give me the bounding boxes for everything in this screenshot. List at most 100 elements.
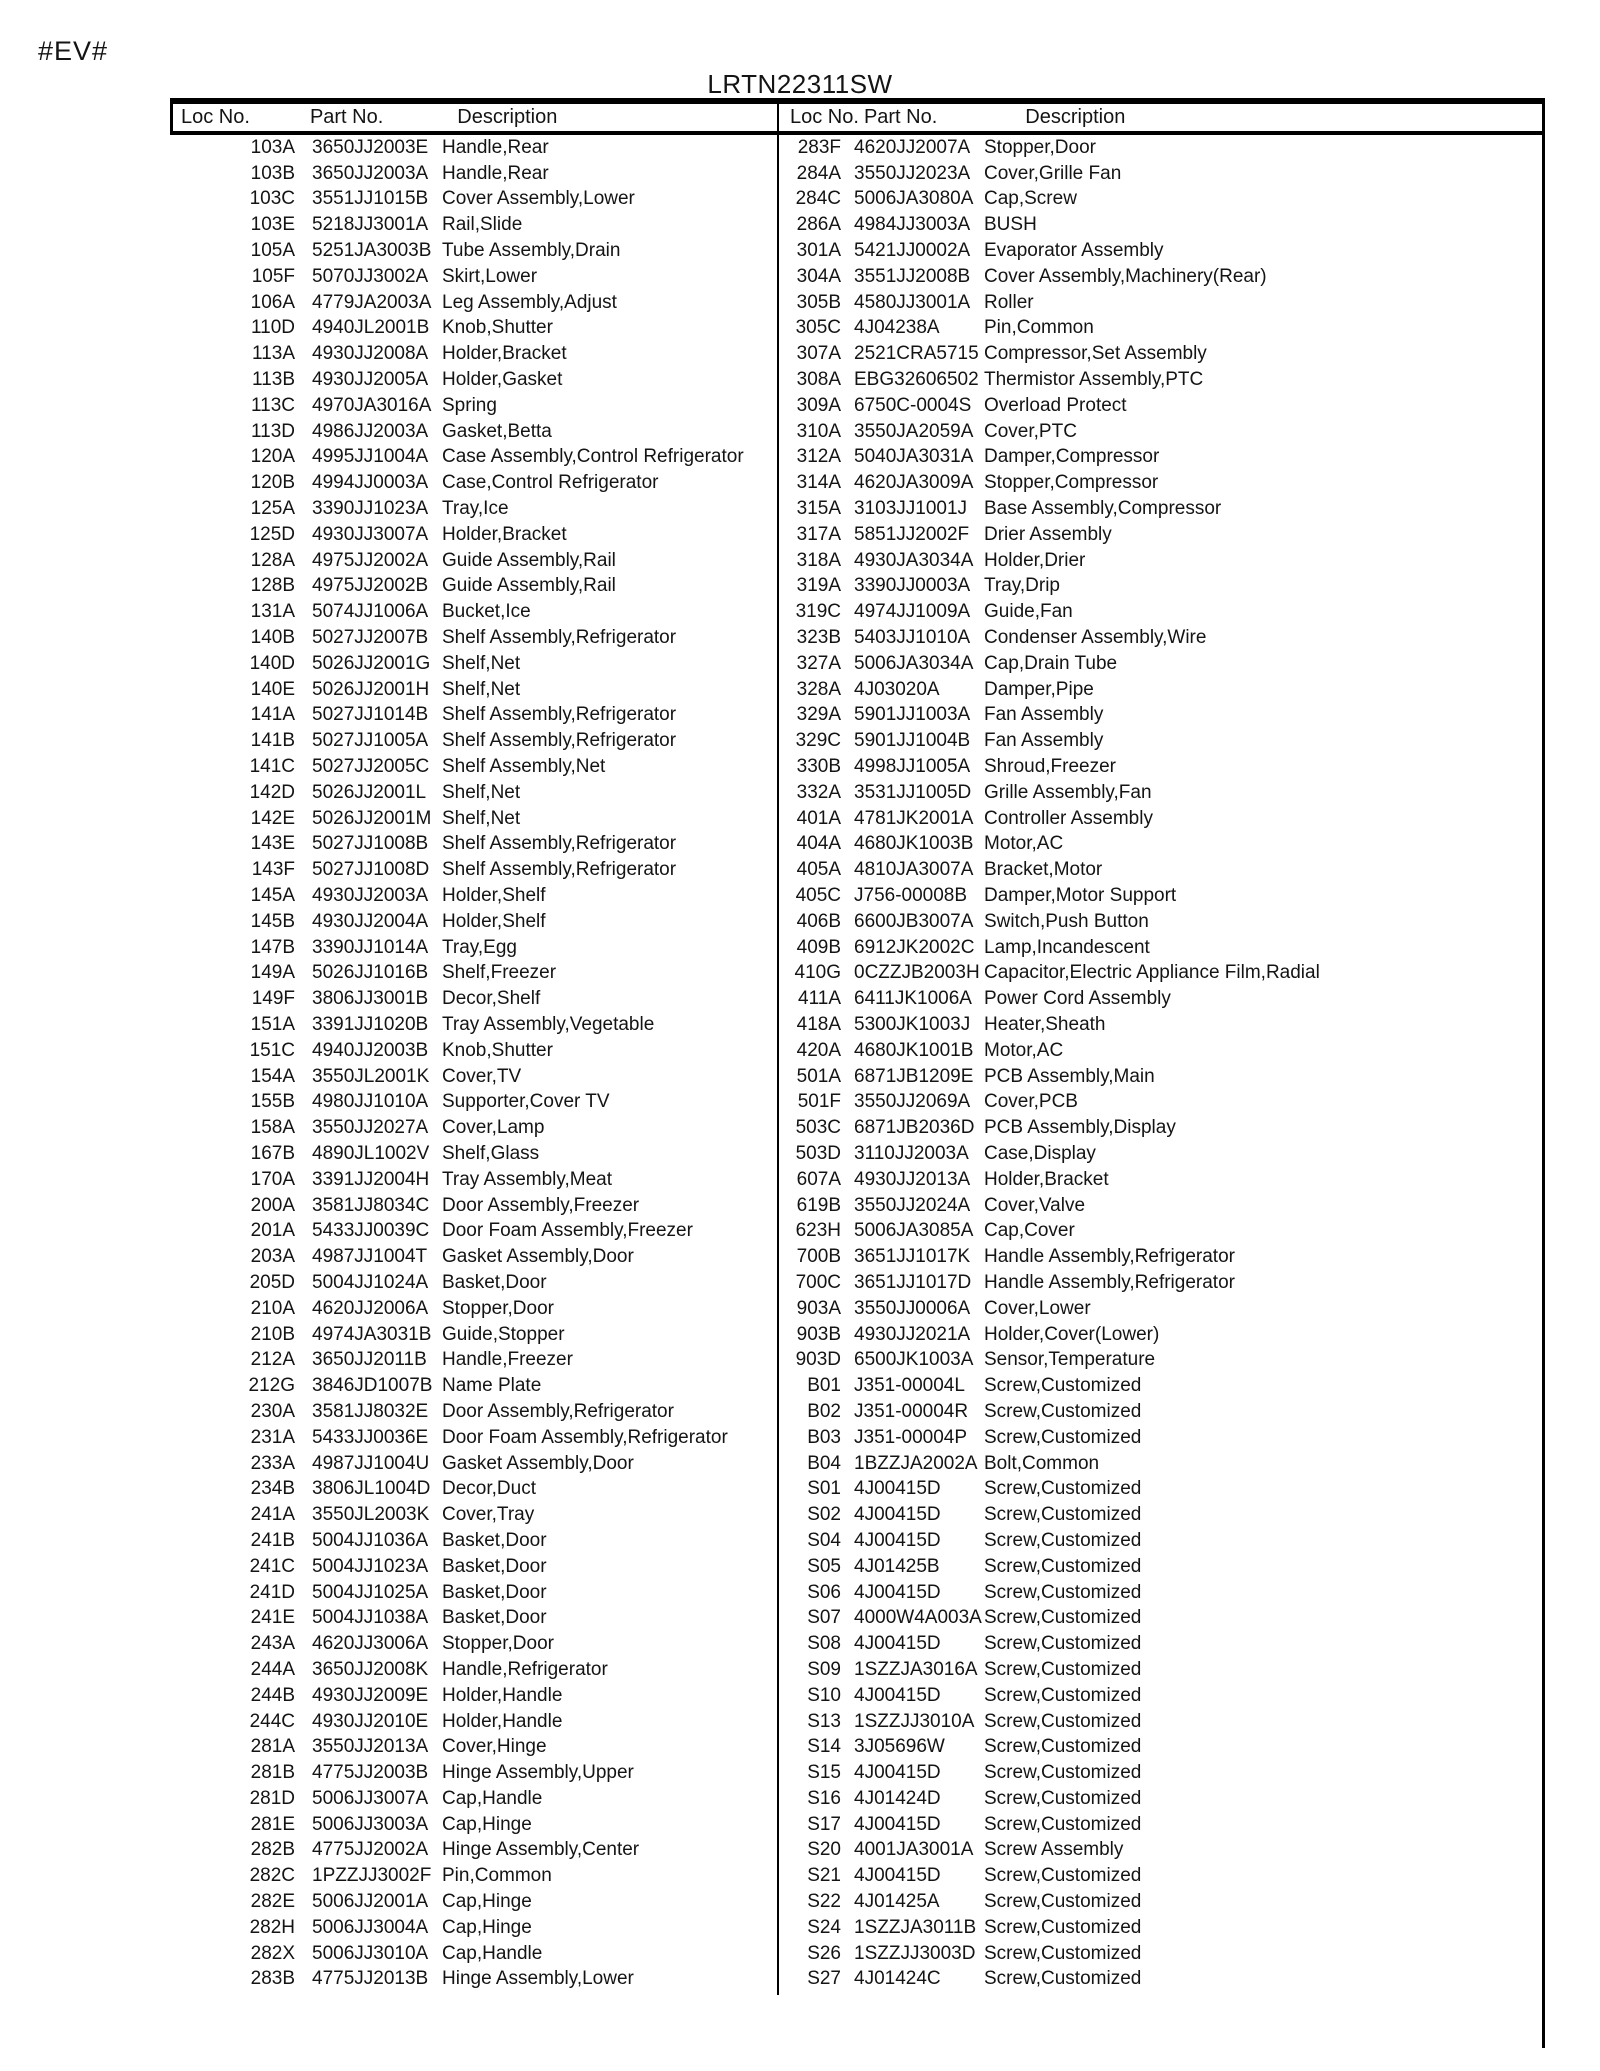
description-cell: Handle,Refrigerator <box>442 1658 608 1680</box>
description-cell: Cap,Hinge <box>442 1891 532 1913</box>
part-no-cell: 4995JJ1004A <box>312 446 429 468</box>
loc-no-cell: 125D <box>249 523 295 545</box>
description-cell: Holder,Bracket <box>442 343 567 365</box>
table-row: 140B 5027JJ2007B Shelf Assembly,Refrigerat… <box>170 625 777 651</box>
loc-no-cell: 142E <box>250 807 295 829</box>
table-row: 113D 4986JJ2003A Gasket,Betta <box>170 419 777 445</box>
description-cell: Tray,Drip <box>984 575 1060 597</box>
table-row: 411A 6411JK1006A Power Cord Assembly <box>779 986 1545 1012</box>
description-cell: Bolt,Common <box>984 1452 1100 1474</box>
table-row: 210A 4620JJ2006A Stopper,Door <box>170 1296 777 1322</box>
loc-no-cell: 141B <box>250 730 295 752</box>
description-cell: Screw,Customized <box>984 1400 1142 1422</box>
loc-no-cell: 319A <box>796 575 841 597</box>
description-cell: Stopper,Door <box>984 136 1096 158</box>
loc-no-cell: 128B <box>250 575 295 597</box>
part-no-cell: 4890JL1002V <box>312 1142 430 1164</box>
loc-no-cell: 281E <box>250 1813 295 1835</box>
table-row: 241E 5004JJ1038A Basket,Door <box>170 1605 777 1631</box>
loc-no-cell: 143F <box>251 859 295 881</box>
table-row: 113C 4970JA3016A Spring <box>170 393 777 419</box>
loc-no-cell: 404A <box>796 833 841 855</box>
table-row: 310A 3550JA2059A Cover,PTC <box>779 419 1545 445</box>
table-row: 234B 3806JL1004D Decor,Duct <box>170 1476 777 1502</box>
description-cell: Screw,Customized <box>984 1633 1142 1655</box>
description-cell: Screw,Customized <box>984 1375 1142 1397</box>
part-no-cell: 5026JJ2001H <box>312 678 430 700</box>
part-no-cell: 4001JA3001A <box>854 1839 974 1861</box>
loc-no-cell: 619B <box>796 1194 841 1216</box>
table-row: 327A 5006JA3034A Cap,Drain Tube <box>779 651 1545 677</box>
header-loc-no: Loc No. <box>181 106 250 128</box>
loc-no-cell: 143E <box>250 833 295 855</box>
description-cell: Gasket Assembly,Door <box>442 1452 634 1474</box>
loc-no-cell: 241C <box>249 1555 295 1577</box>
part-no-cell: 5070JJ3002A <box>312 265 429 287</box>
part-no-cell: 3550JJ2013A <box>312 1736 429 1758</box>
part-no-cell: J351-00004P <box>854 1426 968 1448</box>
table-row: 140D 5026JJ2001G Shelf,Net <box>170 651 777 677</box>
table-row: B03 J351-00004P Screw,Customized <box>779 1425 1545 1451</box>
description-cell: Handle Assembly,Refrigerator <box>984 1271 1235 1293</box>
loc-no-cell: 282H <box>249 1916 295 1938</box>
part-no-cell: 1SZZJA3016A <box>854 1658 978 1680</box>
part-no-cell: 3391JJ1020B <box>312 1013 429 1035</box>
part-no-cell: 4940JJ2003B <box>312 1039 429 1061</box>
loc-no-cell: 141A <box>250 704 295 726</box>
description-cell: Condenser Assembly,Wire <box>984 627 1207 649</box>
table-row: 158A 3550JJ2027A Cover,Lamp <box>170 1115 777 1141</box>
loc-no-cell: 312A <box>796 446 841 468</box>
loc-no-cell: 234B <box>250 1478 295 1500</box>
loc-no-cell: 314A <box>796 472 841 494</box>
table-row: 319C 4974JJ1009A Guide,Fan <box>779 599 1545 625</box>
description-cell: Motor,AC <box>984 1039 1064 1061</box>
description-cell: Damper,Pipe <box>984 678 1094 700</box>
part-no-cell: 4J00415D <box>854 1529 941 1551</box>
description-cell: Screw,Customized <box>984 1762 1142 1784</box>
description-cell: Overload Protect <box>984 394 1127 416</box>
part-no-cell: 5006JJ3004A <box>312 1916 429 1938</box>
description-cell: Compressor,Set Assembly <box>984 343 1207 365</box>
table-row: 404A 4680JK1003B Motor,AC <box>779 832 1545 858</box>
loc-no-cell: B01 <box>807 1375 841 1397</box>
loc-no-cell: S24 <box>807 1916 841 1938</box>
description-cell: Shelf Assembly,Refrigerator <box>442 730 677 752</box>
part-no-cell: 3550JJ2069A <box>854 1091 971 1113</box>
loc-no-cell: 282X <box>250 1942 295 1964</box>
part-no-cell: 3550JL2003K <box>312 1504 430 1526</box>
table-row: 314A 4620JA3009A Stopper,Compressor <box>779 470 1545 496</box>
description-cell: Sensor,Temperature <box>984 1349 1156 1371</box>
description-cell: Basket,Door <box>442 1271 547 1293</box>
description-cell: Decor,Shelf <box>442 988 541 1010</box>
part-no-cell: 4620JJ3006A <box>312 1633 429 1655</box>
table-row: 154A 3550JL2001K Cover,TV <box>170 1064 777 1090</box>
part-no-cell: 6500JK1003A <box>854 1349 974 1371</box>
description-cell: Holder,Bracket <box>442 523 567 545</box>
description-cell: Drier Assembly <box>984 523 1112 545</box>
part-no-cell: 3550JA2059A <box>854 420 974 442</box>
page-title: LRTN22311SW <box>707 69 893 99</box>
table-row: 323B 5403JJ1010A Condenser Assembly,Wire <box>779 625 1545 651</box>
description-cell: Tray Assembly,Meat <box>442 1168 612 1190</box>
part-no-cell: 4620JA3009A <box>854 472 974 494</box>
table-row: 241B 5004JJ1036A Basket,Door <box>170 1528 777 1554</box>
loc-no-cell: 233A <box>250 1452 295 1474</box>
loc-no-cell: S20 <box>807 1839 841 1861</box>
table-row: 330B 4998JJ1005A Shroud,Freezer <box>779 754 1545 780</box>
description-cell: Guide Assembly,Rail <box>442 575 616 597</box>
description-cell: Tube Assembly,Drain <box>442 240 621 262</box>
part-no-cell: 4940JL2001B <box>312 317 430 339</box>
description-cell: Screw Assembly <box>984 1839 1124 1861</box>
description-cell: Pin,Common <box>984 317 1094 339</box>
header-loc-no: Loc No. <box>790 106 859 128</box>
loc-no-cell: 329A <box>796 704 841 726</box>
loc-no-cell: 401A <box>796 807 841 829</box>
table-row: 233A 4987JJ1004U Gasket Assembly,Door <box>170 1451 777 1477</box>
table-row: 309A 6750C-0004S Overload Protect <box>779 393 1545 419</box>
loc-no-cell: 142D <box>249 781 295 803</box>
part-no-cell: 5218JJ3001A <box>312 214 429 236</box>
description-cell: Cover,TV <box>442 1065 522 1087</box>
part-no-cell: 4620JJ2006A <box>312 1297 429 1319</box>
part-no-cell: 6912JK2002C <box>854 936 975 958</box>
loc-no-cell: S05 <box>807 1555 841 1577</box>
